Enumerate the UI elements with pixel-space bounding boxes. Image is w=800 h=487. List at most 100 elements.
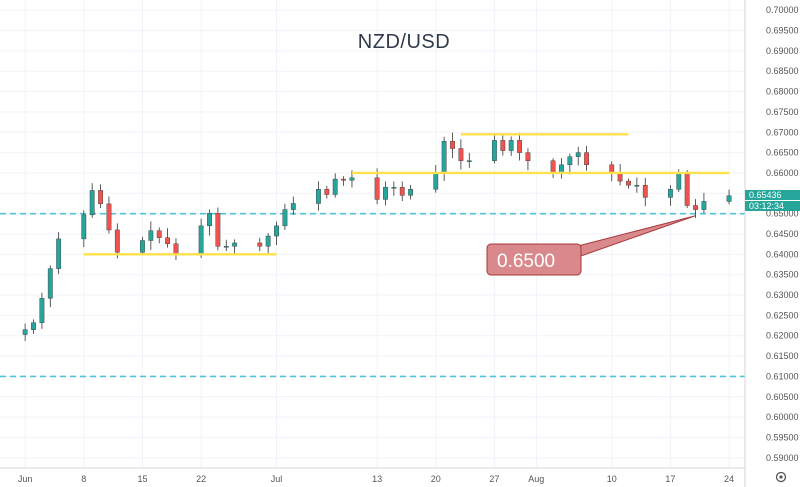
candle-body bbox=[525, 152, 531, 161]
y-tick-label: 0.61500 bbox=[766, 351, 799, 361]
candle-body bbox=[148, 230, 154, 241]
y-tick-label: 0.68500 bbox=[766, 66, 799, 76]
candle-body bbox=[89, 190, 95, 216]
candle-body bbox=[374, 177, 380, 200]
current-price-tag-background bbox=[745, 190, 800, 200]
y-tick-label: 0.67500 bbox=[766, 107, 799, 117]
candle-body bbox=[98, 190, 103, 205]
x-tick-label: Aug bbox=[528, 474, 544, 484]
y-tick-label: 0.63500 bbox=[766, 270, 799, 280]
candle-body bbox=[517, 140, 522, 153]
countdown-tag-background bbox=[745, 201, 800, 211]
candle-body bbox=[22, 329, 28, 335]
x-tick-label: 8 bbox=[81, 474, 86, 484]
x-tick-label: 22 bbox=[196, 474, 206, 484]
y-tick-label: 0.59500 bbox=[766, 432, 799, 442]
y-tick-label: 0.68000 bbox=[766, 87, 799, 97]
x-tick-label: 20 bbox=[431, 474, 441, 484]
current-price-tag: 0.65436 bbox=[745, 190, 800, 200]
candle-body bbox=[106, 203, 112, 231]
candle-body bbox=[500, 140, 506, 151]
candle-body bbox=[701, 201, 707, 210]
candle-body bbox=[114, 229, 120, 253]
current-price-label: 0.65436 bbox=[749, 190, 782, 200]
candle-body bbox=[458, 148, 464, 161]
candle-body bbox=[408, 189, 414, 196]
y-tick-label: 0.61000 bbox=[766, 371, 799, 381]
x-tick-label: 17 bbox=[665, 474, 675, 484]
candle-body bbox=[383, 186, 388, 200]
x-tick-label: 27 bbox=[489, 474, 499, 484]
x-tick-label: 15 bbox=[137, 474, 147, 484]
candle-body bbox=[584, 152, 590, 166]
x-tick-label: 10 bbox=[607, 474, 617, 484]
y-tick-label: 0.60500 bbox=[766, 392, 799, 402]
candle-body bbox=[173, 243, 179, 254]
callout: 0.6500 bbox=[486, 215, 696, 276]
countdown-tag: 03:12:34 bbox=[745, 201, 800, 211]
y-tick-label: 0.66000 bbox=[766, 168, 799, 178]
candle-body bbox=[232, 242, 238, 247]
candle-body bbox=[391, 186, 397, 189]
countdown-label: 03:12:34 bbox=[749, 201, 784, 211]
candle-body bbox=[433, 172, 439, 190]
callout-box bbox=[486, 243, 582, 276]
annotation-lines bbox=[83, 133, 730, 256]
candle-body bbox=[156, 230, 162, 238]
candle-body bbox=[274, 225, 279, 237]
y-tick-label: 0.70000 bbox=[766, 5, 799, 15]
x-tick-label: 13 bbox=[372, 474, 382, 484]
candle-body bbox=[399, 186, 405, 196]
y-axis-ticks: 0.70000 0.69500 0.69000 0.68500 0.68000 0.675… bbox=[766, 5, 799, 463]
candle-body bbox=[215, 213, 221, 247]
y-tick-label: 0.66500 bbox=[766, 148, 799, 158]
candle-body bbox=[265, 235, 271, 247]
candle-body bbox=[668, 189, 673, 198]
chart-title: NZD/USD bbox=[358, 31, 450, 53]
x-tick-label: Jun bbox=[18, 474, 33, 484]
candle-body bbox=[550, 160, 556, 174]
candle-body bbox=[324, 189, 330, 195]
settings-icon[interactable] bbox=[775, 471, 787, 483]
y-tick-label: 0.63000 bbox=[766, 290, 799, 300]
candle-body bbox=[257, 242, 263, 247]
candle-body bbox=[567, 156, 573, 166]
candle-body bbox=[626, 180, 631, 186]
candle-body bbox=[684, 172, 690, 206]
candle-body bbox=[466, 160, 472, 162]
y-tick-label: 0.65000 bbox=[766, 209, 799, 219]
y-tick-label: 0.62000 bbox=[766, 331, 799, 341]
candle-body bbox=[81, 214, 87, 240]
candle-body bbox=[492, 140, 497, 161]
y-tick-label: 0.69500 bbox=[766, 26, 799, 36]
callout-label: 0.6500 bbox=[497, 251, 555, 272]
candle-body bbox=[165, 237, 170, 244]
candles bbox=[22, 132, 732, 342]
candle-body bbox=[349, 177, 355, 181]
candle-body bbox=[316, 189, 321, 204]
candle-body bbox=[207, 213, 212, 227]
candle-body bbox=[441, 141, 447, 174]
y-tick-label: 0.60000 bbox=[766, 412, 799, 422]
candle-body bbox=[693, 205, 698, 210]
candle-body bbox=[676, 172, 682, 190]
candle-body bbox=[634, 184, 640, 187]
candle-body bbox=[617, 172, 623, 182]
candle-body bbox=[39, 298, 45, 323]
candle-body bbox=[642, 184, 648, 198]
candle-body bbox=[575, 152, 581, 157]
candle-body bbox=[450, 141, 455, 149]
candle-body bbox=[332, 178, 338, 195]
y-tick-label: 0.64500 bbox=[766, 229, 799, 239]
candle-body bbox=[726, 195, 732, 202]
x-tick-label: 24 bbox=[724, 474, 734, 484]
candle-body bbox=[508, 140, 514, 151]
horizontal-levels bbox=[0, 212, 745, 378]
candle-body bbox=[198, 225, 204, 254]
candle-body bbox=[47, 268, 53, 299]
y-tick-label: 0.69000 bbox=[766, 46, 799, 56]
candle-body bbox=[341, 178, 346, 181]
candle-body bbox=[290, 203, 296, 210]
